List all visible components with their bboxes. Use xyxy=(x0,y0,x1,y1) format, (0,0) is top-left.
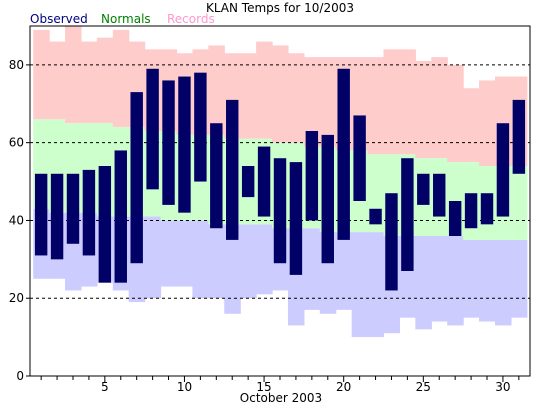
observed-bar xyxy=(257,146,271,217)
record-high-band xyxy=(272,45,289,143)
record-high-band xyxy=(96,37,114,124)
x-tick-label: 25 xyxy=(416,380,431,394)
record-low-band xyxy=(256,224,273,295)
record-low-band xyxy=(447,236,464,326)
observed-bar xyxy=(433,173,446,217)
legend-records: Records xyxy=(167,12,215,26)
legend-observed: Observed xyxy=(30,12,88,26)
chart-title: KLAN Temps for 10/2003 xyxy=(206,1,354,15)
observed-bar xyxy=(385,193,398,291)
observed-bar xyxy=(496,123,510,217)
record-low-band xyxy=(176,220,194,287)
record-high-band xyxy=(399,49,416,155)
observed-bar xyxy=(289,162,303,275)
observed-bar xyxy=(321,134,334,264)
record-high-band xyxy=(463,88,480,163)
record-low-band xyxy=(208,224,225,299)
observed-bar xyxy=(448,201,462,236)
x-tick-label: 30 xyxy=(495,380,510,394)
observed-bar xyxy=(305,131,319,221)
record-low-band xyxy=(431,236,448,322)
record-low-band xyxy=(494,239,512,326)
observed-bar xyxy=(194,72,207,182)
y-tick-label: 40 xyxy=(9,213,24,227)
y-tick-label: 60 xyxy=(9,136,24,150)
record-high-band xyxy=(415,61,432,159)
observed-bar xyxy=(353,115,366,201)
record-high-band xyxy=(303,57,321,147)
record-high-band xyxy=(80,41,98,124)
observed-bar xyxy=(178,76,191,213)
observed-bar xyxy=(241,166,255,198)
observed-bar xyxy=(34,173,48,256)
observed-bar xyxy=(162,80,175,205)
observed-bar xyxy=(417,173,430,205)
record-high-band xyxy=(383,49,401,155)
record-high-band xyxy=(208,45,225,135)
record-low-band xyxy=(303,228,321,310)
axes: 0 20 40 60 80 5 10 15 20 25 30 xyxy=(9,25,531,394)
observed-bar xyxy=(273,158,287,264)
observed-bar xyxy=(82,169,96,256)
record-high-band xyxy=(112,29,130,128)
record-low-band xyxy=(240,224,257,299)
record-high-band xyxy=(447,64,464,163)
record-low-band xyxy=(367,232,385,338)
y-tick-label: 80 xyxy=(9,58,24,72)
record-low-band xyxy=(351,232,369,338)
record-high-band xyxy=(479,80,496,166)
observed-bar xyxy=(130,92,143,264)
record-low-band xyxy=(144,216,162,299)
observed-bar xyxy=(401,158,414,271)
x-axis-label: October 2003 xyxy=(240,391,322,405)
x-tick-label: 10 xyxy=(177,380,192,394)
observed-bar xyxy=(226,99,239,240)
observed-bar xyxy=(464,193,478,229)
record-high-band xyxy=(65,26,82,124)
record-low-band xyxy=(160,220,178,287)
observed-bar xyxy=(146,68,159,190)
observed-bar xyxy=(480,193,494,225)
grid-lines xyxy=(30,64,530,299)
record-high-band xyxy=(240,53,257,139)
record-high-band xyxy=(367,57,385,155)
legend-normals: Normals xyxy=(101,12,151,26)
record-low-band xyxy=(415,236,432,330)
x-tick-label: 20 xyxy=(336,380,351,394)
record-low-band xyxy=(479,239,496,322)
observed-bar xyxy=(66,173,80,244)
record-low-band xyxy=(224,224,241,314)
y-tick-label: 0 xyxy=(16,369,24,383)
record-high-band xyxy=(287,53,305,143)
observed-bar xyxy=(512,99,526,174)
record-low-band xyxy=(335,232,353,310)
record-low-band xyxy=(510,239,528,318)
record-high-band xyxy=(256,41,273,139)
observed-bar xyxy=(337,68,350,240)
observed-bar xyxy=(98,166,112,283)
record-high-band xyxy=(319,57,337,147)
x-tick-label: 15 xyxy=(256,380,271,394)
observed-bar xyxy=(114,150,127,283)
observed-bar xyxy=(369,208,382,225)
observed-bar xyxy=(50,173,64,260)
x-tick-label: 5 xyxy=(101,380,109,394)
observed-bars xyxy=(34,68,526,291)
record-low-band xyxy=(192,220,209,299)
record-high-band xyxy=(49,41,66,120)
record-high-band xyxy=(33,29,50,120)
observed-bar xyxy=(210,123,223,229)
y-tick-label: 20 xyxy=(9,291,24,305)
normal-range-band xyxy=(510,166,528,240)
record-high-band xyxy=(431,57,448,159)
record-low-band xyxy=(463,239,480,318)
